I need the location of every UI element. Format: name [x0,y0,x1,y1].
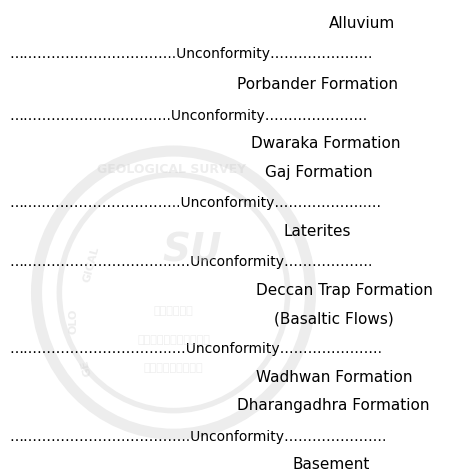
Text: भारतीय: भारतीय [154,307,193,317]
Text: Deccan Trap Formation: Deccan Trap Formation [255,283,433,298]
Text: ……..………………………..Unconformity………………..…: ……..………………………..Unconformity………………..… [9,196,381,210]
Text: ………………….…………..Unconformity………………….: ………………….…………..Unconformity…………………. [9,47,373,61]
Text: Alluvium: Alluvium [329,16,395,31]
Text: GE: GE [80,359,94,377]
Text: भूवैज्ञानिक: भूवैज्ञानिक [137,335,210,345]
Text: Wadhwan Formation: Wadhwan Formation [255,370,412,385]
Text: SU: SU [162,231,222,269]
Text: सर्वेक्षण: सर्वेक्षण [144,363,203,373]
Text: Laterites: Laterites [283,224,351,239]
Text: ……………………………...…Unconformity……………….: ……………………………...…Unconformity………………. [9,255,373,269]
Text: OLO: OLO [68,308,78,334]
Text: GEOLOGICAL SURVEY: GEOLOGICAL SURVEY [97,164,246,176]
Text: …………………….…………..Unconformity………………….: …………………….…………..Unconformity…………………. [9,429,386,444]
Text: Gaj Formation: Gaj Formation [265,165,373,180]
Text: ……………………………..…Unconformity………………….: ……………………………..…Unconformity…………………. [9,342,382,356]
Text: …………………...………..Unconformity………………….: …………………...………..Unconformity…………………. [9,109,367,123]
Text: Dwaraka Formation: Dwaraka Formation [251,137,401,152]
Text: Dharangadhra Formation: Dharangadhra Formation [237,399,430,413]
Text: (Basaltic Flows): (Basaltic Flows) [274,311,394,326]
Text: Basement: Basement [292,457,370,473]
Text: GICAL: GICAL [82,245,101,283]
Text: Porbander Formation: Porbander Formation [237,77,399,92]
